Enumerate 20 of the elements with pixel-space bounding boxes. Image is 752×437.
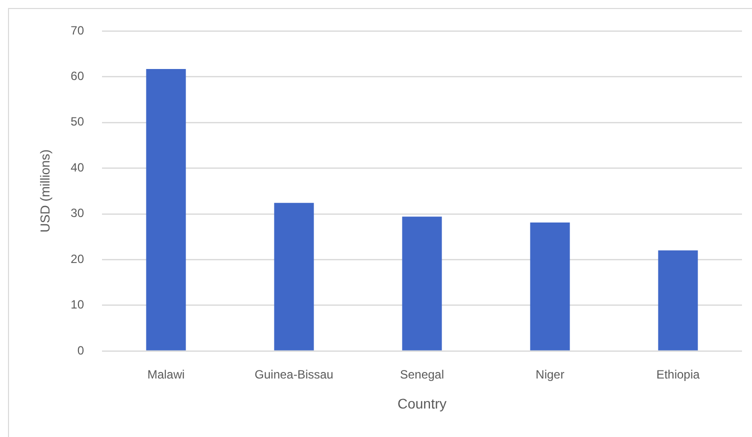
y-tick-label: 40: [70, 160, 84, 174]
bar: [530, 222, 570, 350]
y-tick-label: 0: [77, 343, 84, 358]
y-tick-label: 60: [70, 69, 84, 84]
y-tick-label: 20: [70, 252, 84, 266]
x-tick-label: Ethiopia: [656, 368, 700, 382]
bar: [146, 68, 186, 350]
x-tick-label: Niger: [536, 368, 564, 382]
bar: [274, 202, 314, 350]
x-axis-title: Country: [397, 395, 447, 412]
y-tick-label: 70: [70, 23, 84, 38]
x-tick-label: Malawi: [147, 368, 185, 382]
bar: [402, 216, 442, 350]
y-tick-label: 30: [70, 206, 84, 220]
x-tick-label: Guinea-Bissau: [254, 368, 334, 382]
bar: [658, 250, 698, 350]
y-tick-label: 50: [70, 114, 84, 129]
y-axis-title: USD (millions): [37, 149, 52, 233]
x-tick-label: Senegal: [400, 368, 444, 382]
y-tick-label: 10: [70, 298, 84, 312]
